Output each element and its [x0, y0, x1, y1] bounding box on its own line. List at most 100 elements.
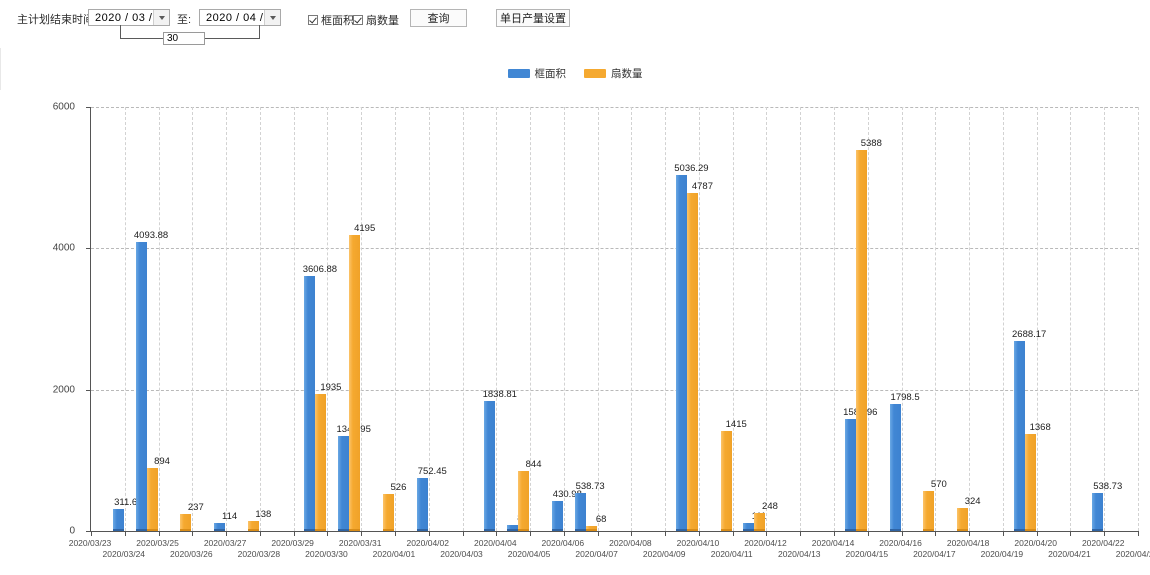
y-gridline — [91, 389, 1138, 391]
bar-frame-area[interactable] — [675, 175, 687, 531]
bar-sash-count[interactable] — [585, 526, 597, 531]
bar-value-label: 1415 — [725, 419, 747, 430]
legend-item-1[interactable]: 扇数量 — [584, 66, 643, 81]
x-tick-mark — [428, 531, 430, 536]
x-gridline — [766, 107, 768, 531]
bar-sash-count[interactable] — [957, 508, 969, 531]
x-tick-mark — [631, 531, 633, 536]
x-tick-label: 2020/03/25 — [136, 538, 179, 548]
bar-sash-count[interactable] — [720, 431, 732, 531]
x-gridline — [394, 107, 396, 531]
bar-frame-area[interactable] — [1013, 341, 1025, 531]
bar-sash-count[interactable] — [923, 490, 935, 531]
chevron-down-icon[interactable] — [264, 10, 280, 25]
bar-frame-area[interactable] — [743, 523, 755, 531]
date-from-field[interactable]: 2020 / 03 / 24 — [88, 9, 170, 26]
x-tick-mark — [462, 531, 464, 536]
x-tick-label: 2020/03/27 — [203, 538, 247, 548]
x-tick-mark — [698, 531, 700, 536]
x-tick-mark — [192, 531, 194, 536]
bar-sash-count[interactable] — [146, 467, 158, 531]
x-tick-mark — [766, 531, 768, 536]
bar-sash-count[interactable] — [855, 150, 867, 531]
x-tick-label: 2020/04/07 — [575, 549, 618, 559]
y-tick-mark — [86, 107, 91, 108]
x-tick-label: 2020/04/11 — [710, 549, 753, 559]
checkbox-sash-count[interactable]: 扇数量 — [353, 12, 399, 28]
x-gridline — [259, 107, 261, 531]
bar-frame-area[interactable] — [574, 492, 586, 531]
x-gridline — [496, 107, 498, 531]
bar-frame-area[interactable] — [484, 401, 496, 531]
x-tick-label: 2020/04/22 — [1081, 538, 1125, 548]
x-gridline — [867, 107, 869, 531]
bar-sash-count[interactable] — [518, 471, 530, 531]
bar-frame-area[interactable] — [338, 435, 350, 531]
bar-sash-count[interactable] — [349, 234, 361, 531]
bar-frame-area[interactable] — [889, 403, 901, 531]
bar-frame-area[interactable] — [304, 276, 316, 531]
bar-value-label: 1935 — [320, 382, 342, 394]
x-tick-mark — [124, 531, 126, 536]
x-tick-label: 2020/04/05 — [507, 549, 551, 559]
x-tick-label: 2020/04/02 — [406, 538, 450, 548]
plan-end-time-label: 主计划结束时间: — [17, 14, 98, 26]
query-button[interactable]: 查询 — [410, 9, 467, 27]
checkbox-frame-area[interactable]: 框面积 — [308, 12, 354, 28]
x-gridline — [1104, 107, 1106, 531]
chevron-down-icon[interactable] — [153, 10, 169, 25]
x-tick-mark — [563, 531, 565, 536]
daily-output-settings-button[interactable]: 单日产量设置 — [496, 9, 570, 27]
date-to-field[interactable]: 2020 / 04 / 23 — [199, 9, 281, 26]
bar-value-label: 4195 — [354, 222, 376, 234]
x-tick-label: 2020/04/18 — [946, 538, 990, 548]
x-gridline — [124, 107, 126, 531]
bar-value-label: 5388 — [860, 138, 882, 150]
bar-sash-count[interactable] — [686, 192, 698, 531]
bar-frame-area[interactable] — [112, 508, 124, 531]
y-tick-mark — [86, 248, 91, 250]
bar-frame-area[interactable] — [214, 522, 226, 531]
bar-sash-count[interactable] — [247, 521, 259, 531]
x-gridline — [1036, 107, 1038, 531]
x-tick-mark — [901, 531, 903, 536]
x-gridline — [293, 107, 295, 531]
bar-value-label: 237 — [187, 502, 204, 514]
bar-value-label: 1368 — [1029, 422, 1051, 434]
x-tick-mark — [935, 531, 937, 536]
bar-frame-area[interactable] — [844, 418, 856, 531]
x-tick-mark — [1036, 531, 1038, 536]
bar-frame-area[interactable] — [416, 477, 428, 531]
checkbox-checked-icon[interactable] — [308, 15, 318, 25]
legend-item-0[interactable]: 框面积 — [507, 66, 566, 81]
bar-frame-area[interactable] — [551, 500, 563, 531]
x-tick-mark — [834, 531, 836, 536]
bar-frame-area[interactable] — [1092, 492, 1104, 531]
x-tick-label: 2020/04/10 — [676, 538, 720, 548]
date-to-value: 2020 / 04 / 23 — [206, 11, 281, 24]
bar-frame-area[interactable] — [135, 241, 147, 531]
span-days-input[interactable]: 30 — [163, 32, 205, 45]
y-tick-label: 0 — [69, 525, 75, 537]
bar-value-label: 430.98 — [552, 488, 582, 500]
bar-value-label: 3606.88 — [302, 264, 338, 276]
x-gridline — [327, 107, 329, 531]
x-gridline — [732, 107, 734, 531]
bar-frame-area[interactable] — [507, 525, 519, 531]
bar-sash-count[interactable] — [382, 493, 394, 531]
bar-sash-count[interactable] — [180, 514, 192, 531]
legend-swatch-icon — [584, 69, 606, 78]
bar-value-label: 311.63 — [114, 496, 143, 508]
bar-sash-count[interactable] — [754, 513, 766, 531]
x-tick-mark — [1070, 531, 1072, 536]
bar-sash-count[interactable] — [1024, 434, 1036, 531]
x-tick-label: 2020/03/31 — [338, 538, 382, 548]
x-tick-label: 2020/04/04 — [474, 538, 517, 548]
x-tick-mark — [496, 531, 498, 536]
x-gridline — [226, 107, 228, 531]
x-tick-mark — [158, 531, 160, 536]
checkbox-checked-icon[interactable] — [353, 15, 363, 25]
bar-sash-count[interactable] — [315, 394, 327, 531]
y-tick-mark — [86, 389, 91, 391]
x-gridline — [665, 107, 667, 531]
